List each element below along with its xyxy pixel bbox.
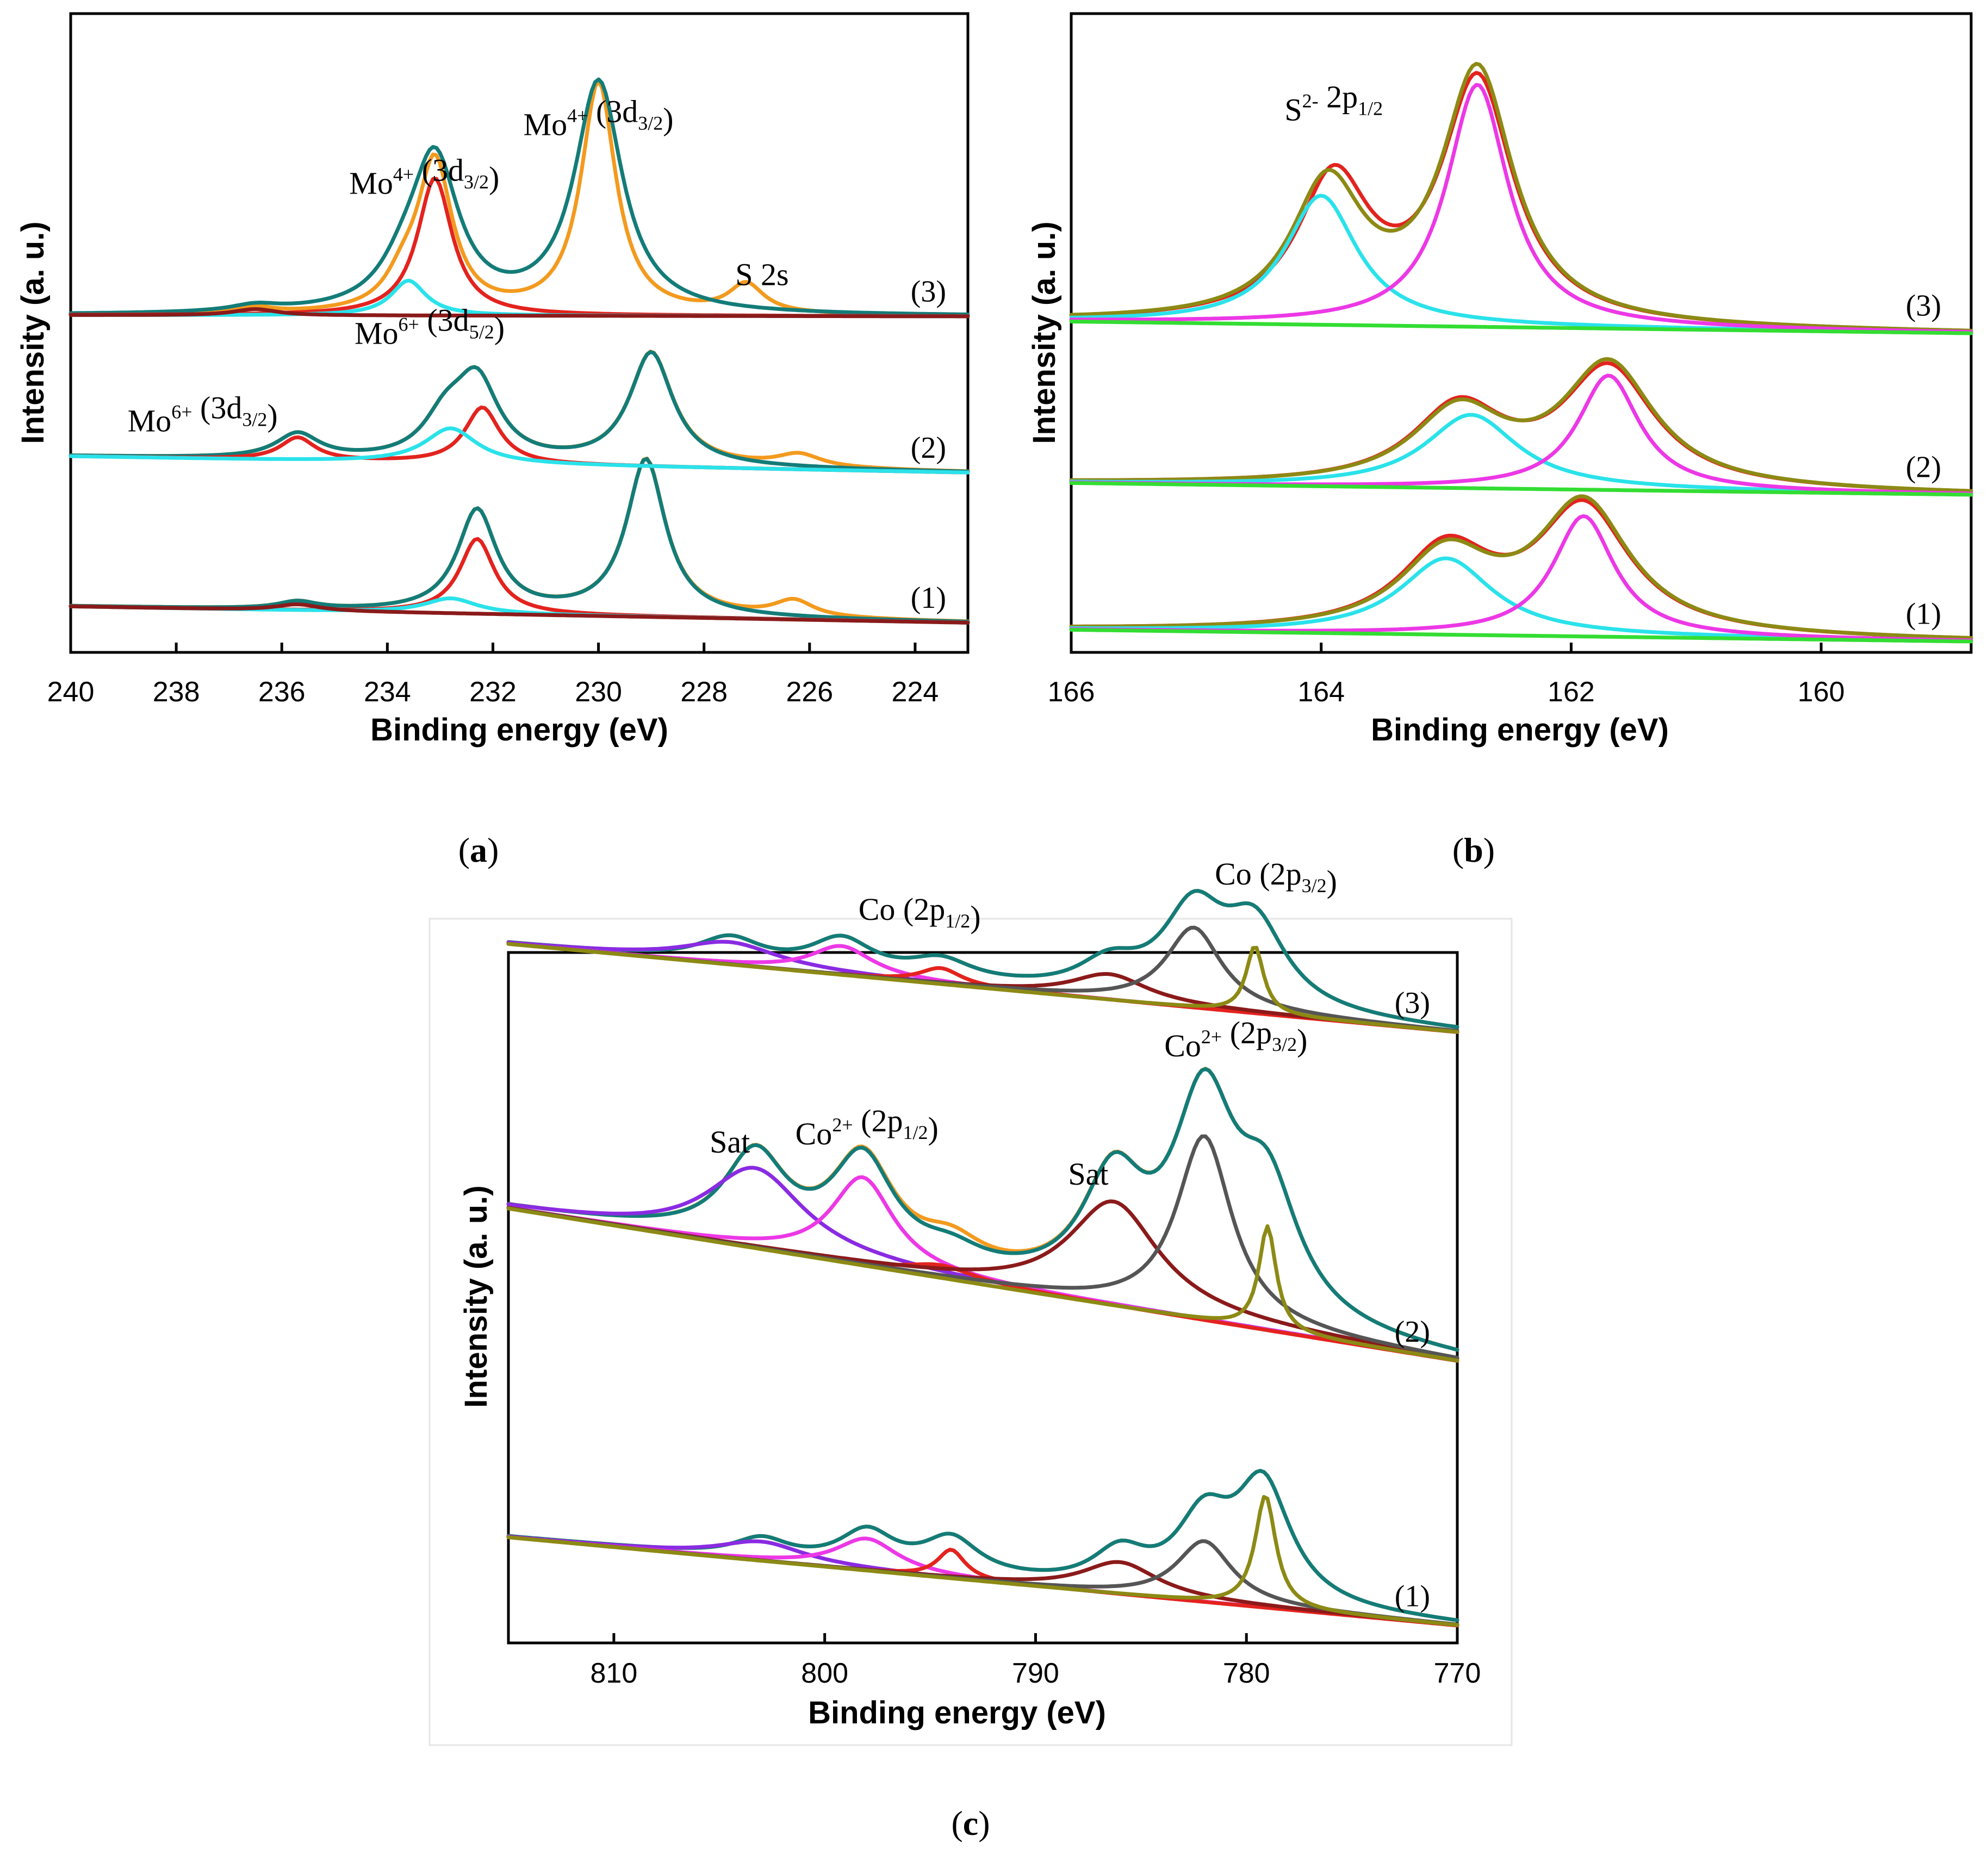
sample-label: (1): [911, 581, 946, 615]
x-tick-label: 790: [1012, 1658, 1059, 1689]
x-tick-label: 162: [1548, 676, 1595, 708]
panel-b-caption: (b): [1452, 831, 1495, 869]
panel-b-series: [1069, 61, 1973, 644]
panel-a: 240 238 236 234 232 230 228 226 224 Mo4+ (3d3/2)…: [15, 12, 970, 869]
x-tick-label: 800: [801, 1658, 848, 1689]
peak-annotation: Co2+ (2p3/2): [1164, 1015, 1307, 1063]
panel-a-series: [69, 77, 970, 625]
panel-b-sample-labels: (1) (2) (3): [1906, 289, 1941, 631]
x-tick-label: 234: [364, 676, 411, 708]
panel-c-series: [506, 889, 1459, 1628]
sample-label: (2): [1395, 1315, 1430, 1349]
sample-label: (1): [1395, 1580, 1430, 1614]
spectrum-1-envelope-envelope: [69, 457, 970, 624]
panel-c-caption-letter: c: [963, 1804, 978, 1842]
spectrum-1-component-dark_red: [69, 602, 970, 625]
sample-label: (3): [1906, 289, 1941, 323]
panel-c-x-axis-title: Binding energy (eV): [808, 1695, 1106, 1730]
panel-c: 810 800 790 780 770 Co (2p1/2) Co (2p3/2) Co2+…: [428, 856, 1513, 1842]
spectrum-2-envelope-olive: [1069, 357, 1973, 493]
sample-label: (1): [1906, 597, 1941, 631]
panel-a-y-axis-title: Intensity (a. u.): [15, 221, 51, 444]
peak-annotation: Mo4+ (3d3/2): [349, 153, 499, 201]
panel-a-caption-letter: a: [470, 831, 487, 869]
panel-c-frame: [507, 951, 1459, 1645]
spectrum-1-envelope-olive: [1069, 494, 1973, 640]
spectrum-1-component-magenta: [1069, 514, 1973, 643]
peak-annotation: Co (2p3/2): [1215, 856, 1337, 899]
spectrum-3-component-cyan: [1069, 194, 1973, 335]
x-tick-label: 240: [47, 676, 95, 708]
peak-annotation: S 2s: [735, 257, 788, 292]
x-tick-label: 780: [1223, 1658, 1270, 1689]
peak-annotation: Co (2p1/2): [859, 892, 981, 935]
panel-b: 166 164 162 160 S2- 2p1/2S2- 2p3/2 (1) (2) (3…: [1027, 12, 1973, 869]
x-tick-label: 228: [680, 676, 728, 708]
spectrum-3-raw-raw: [69, 79, 970, 317]
spectrum-1-baseline-green: [1069, 627, 1973, 644]
panel-a-x-ticks: 240 238 236 234 232 230 228 226 224: [47, 643, 939, 708]
spectrum-2-component-olive: [506, 1206, 1459, 1363]
x-tick-label: 164: [1297, 676, 1345, 708]
x-tick-label: 236: [258, 676, 306, 708]
panel-b-x-ticks: 166 164 162 160: [1048, 643, 1845, 708]
spectrum-3-raw-red: [1069, 71, 1973, 333]
x-tick-label: 224: [892, 676, 939, 708]
x-tick-label: 226: [786, 676, 833, 708]
x-tick-label: 238: [153, 676, 200, 708]
peak-annotation: Sat: [1068, 1156, 1108, 1192]
peak-annotation: Mo4+ (3d3/2): [524, 94, 674, 142]
panel-b-y-axis-title: Intensity (a. u.): [1027, 221, 1062, 444]
spectrum-2-component-magenta: [1069, 373, 1973, 496]
peak-annotation: Co2+ (2p1/2): [796, 1103, 939, 1151]
sample-label: (3): [911, 275, 946, 308]
panel-c-annotations: Co (2p1/2) Co (2p3/2) Co2+ (2p3/2) Sat Co2+ …: [710, 856, 1337, 1192]
x-tick-label: 230: [575, 676, 622, 708]
peak-annotation: Mo6+ (3d5/2): [355, 303, 505, 351]
panel-b-caption-letter: b: [1464, 831, 1483, 869]
panel-a-frame: [69, 12, 970, 654]
x-tick-label: 160: [1798, 676, 1845, 708]
spectrum-3-component-red: [69, 177, 970, 318]
peak-annotation: Sat: [710, 1124, 750, 1160]
spectrum-3-component-olive: [506, 942, 1459, 1034]
sample-label: (2): [1906, 451, 1941, 484]
panel-a-sample-labels: (1) (2) (3): [911, 275, 946, 615]
panel-a-x-axis-title: Binding energy (eV): [370, 712, 668, 748]
spectrum-2-envelope-envelope: [69, 350, 970, 474]
spectrum-3-envelope-envelope: [69, 77, 970, 316]
x-tick-label: 232: [469, 676, 517, 708]
panel-a-annotations: Mo4+ (3d3/2) Mo4+ (3d3/2) S 2s Mo6+ (3d5/2)…: [128, 94, 789, 438]
spectrum-3-component-magenta: [1069, 83, 1973, 334]
spectrum-2-component-cyan: [69, 426, 970, 475]
panel-c-sample-labels: (1) (2) (3): [1395, 986, 1430, 1614]
spectrum-3-baseline-green: [1069, 319, 1973, 335]
x-tick-label: 770: [1434, 1658, 1481, 1689]
x-tick-label: 166: [1048, 676, 1095, 708]
peak-annotation: Mo6+ (3d3/2): [128, 390, 278, 439]
peak-annotation: S2- 2p1/2: [1284, 79, 1383, 128]
spectrum-1-raw-red: [1069, 498, 1973, 640]
spectrum-2-envelope-envelope: [506, 1067, 1459, 1352]
panel-c-y-axis-title: Intensity (a. u.): [458, 1185, 494, 1408]
sample-label: (2): [911, 431, 946, 465]
spectrum-3-component-dark_red: [69, 307, 970, 319]
panel-c-x-ticks: 810 800 790 780 770: [591, 1633, 1481, 1689]
x-tick-label: 810: [591, 1658, 638, 1689]
spectrum-1-component-olive: [506, 1495, 1459, 1627]
sample-label: (3): [1395, 986, 1430, 1020]
panel-c-caption: (c): [951, 1804, 990, 1842]
panel-c-background: [428, 918, 1513, 1746]
spectrum-1-component-cyan: [1069, 556, 1973, 643]
panel-b-x-axis-title: Binding energy (eV): [1371, 712, 1669, 748]
spectrum-3-envelope-olive: [1069, 61, 1973, 333]
spectrum-2-baseline-green: [1069, 481, 1973, 497]
panel-b-annotations: S2- 2p1/2S2- 2p3/2: [1284, 79, 1383, 128]
spectrum-1-raw-raw: [69, 456, 970, 624]
panel-a-caption: (a): [458, 831, 499, 869]
